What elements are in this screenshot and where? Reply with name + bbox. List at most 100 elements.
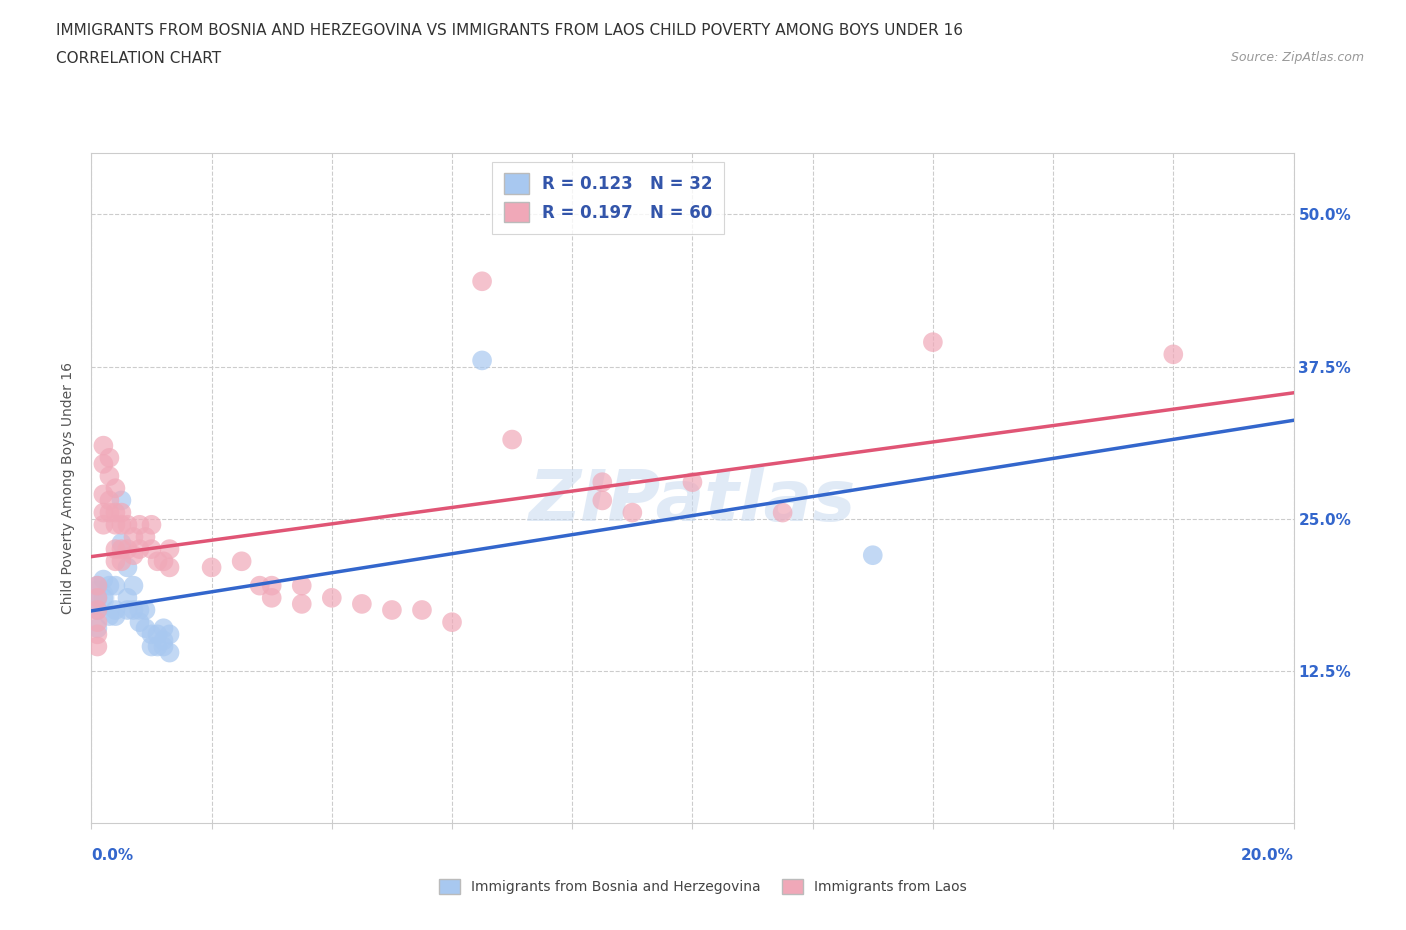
Point (291, 596, 314, 611)
Point (862, 548, 884, 563)
Point (93, 505, 115, 520)
Point (110, 517, 132, 532)
Point (86, 603, 108, 618)
Point (159, 627, 181, 642)
Point (260, 591, 283, 605)
Point (146, 627, 169, 642)
Text: 0.0%: 0.0% (91, 848, 134, 863)
Point (110, 505, 132, 520)
Text: Source: ZipAtlas.com: Source: ZipAtlas.com (1230, 51, 1364, 64)
Point (591, 493, 613, 508)
Point (86, 639, 108, 654)
Text: 20.0%: 20.0% (1240, 848, 1294, 863)
Point (104, 505, 127, 520)
Text: CORRELATION CHART: CORRELATION CHART (56, 51, 221, 66)
Point (117, 541, 139, 556)
Point (104, 541, 127, 556)
Point (86, 578, 108, 593)
Point (104, 554, 127, 569)
Point (922, 335, 945, 350)
Point (117, 603, 139, 618)
Point (141, 627, 163, 642)
Point (141, 517, 163, 532)
Point (110, 493, 132, 508)
Point (134, 621, 156, 636)
Point (128, 517, 150, 532)
Point (159, 645, 181, 660)
Point (104, 608, 127, 623)
Point (122, 603, 145, 618)
Point (93, 517, 115, 532)
Point (772, 505, 794, 520)
Point (141, 639, 163, 654)
Point (231, 554, 253, 569)
Point (134, 603, 156, 618)
Point (93, 438, 115, 453)
Point (117, 591, 139, 605)
Point (440, 615, 463, 630)
Point (681, 474, 703, 489)
Point (86, 578, 108, 593)
Point (93, 572, 115, 587)
Point (201, 560, 224, 575)
Point (104, 481, 127, 496)
Point (117, 517, 139, 532)
Point (1161, 347, 1184, 362)
Point (146, 639, 169, 654)
Point (291, 578, 314, 593)
Point (152, 633, 174, 648)
Point (93, 591, 115, 605)
Point (86, 603, 108, 618)
Point (110, 554, 132, 569)
Point (122, 578, 145, 593)
Legend: Immigrants from Bosnia and Herzegovina, Immigrants from Laos: Immigrants from Bosnia and Herzegovina, … (434, 874, 972, 900)
Point (621, 505, 644, 520)
Legend: R = 0.123   N = 32, R = 0.197   N = 60: R = 0.123 N = 32, R = 0.197 N = 60 (492, 162, 724, 234)
Point (110, 536, 132, 551)
Point (152, 554, 174, 569)
Point (591, 474, 613, 489)
Y-axis label: Child Poverty Among Boys Under 16: Child Poverty Among Boys Under 16 (62, 363, 76, 614)
Point (110, 541, 132, 556)
Point (381, 603, 404, 618)
Point (134, 529, 156, 544)
Point (86, 591, 108, 605)
Point (104, 578, 127, 593)
Point (141, 541, 163, 556)
Text: ZIPatlas: ZIPatlas (529, 467, 856, 536)
Point (249, 578, 271, 593)
Point (104, 517, 127, 532)
Point (152, 639, 174, 654)
Point (350, 596, 373, 611)
Point (86, 591, 108, 605)
Point (86, 615, 108, 630)
Point (98, 578, 121, 593)
Point (104, 603, 127, 618)
Point (86, 627, 108, 642)
Point (321, 591, 343, 605)
Point (260, 578, 283, 593)
Point (159, 541, 181, 556)
Point (98, 469, 121, 484)
Point (471, 353, 494, 368)
Point (86, 591, 108, 605)
Point (117, 560, 139, 575)
Point (128, 615, 150, 630)
Point (146, 554, 169, 569)
Point (152, 621, 174, 636)
Point (98, 493, 121, 508)
Point (501, 432, 523, 447)
Point (98, 505, 121, 520)
Point (471, 273, 494, 288)
Point (98, 450, 121, 465)
Text: IMMIGRANTS FROM BOSNIA AND HERZEGOVINA VS IMMIGRANTS FROM LAOS CHILD POVERTY AMO: IMMIGRANTS FROM BOSNIA AND HERZEGOVINA V… (56, 23, 963, 38)
Point (122, 529, 145, 544)
Point (86, 621, 108, 636)
Point (128, 603, 150, 618)
Point (93, 487, 115, 502)
Point (98, 608, 121, 623)
Point (411, 603, 433, 618)
Point (93, 457, 115, 472)
Point (159, 560, 181, 575)
Point (122, 548, 145, 563)
